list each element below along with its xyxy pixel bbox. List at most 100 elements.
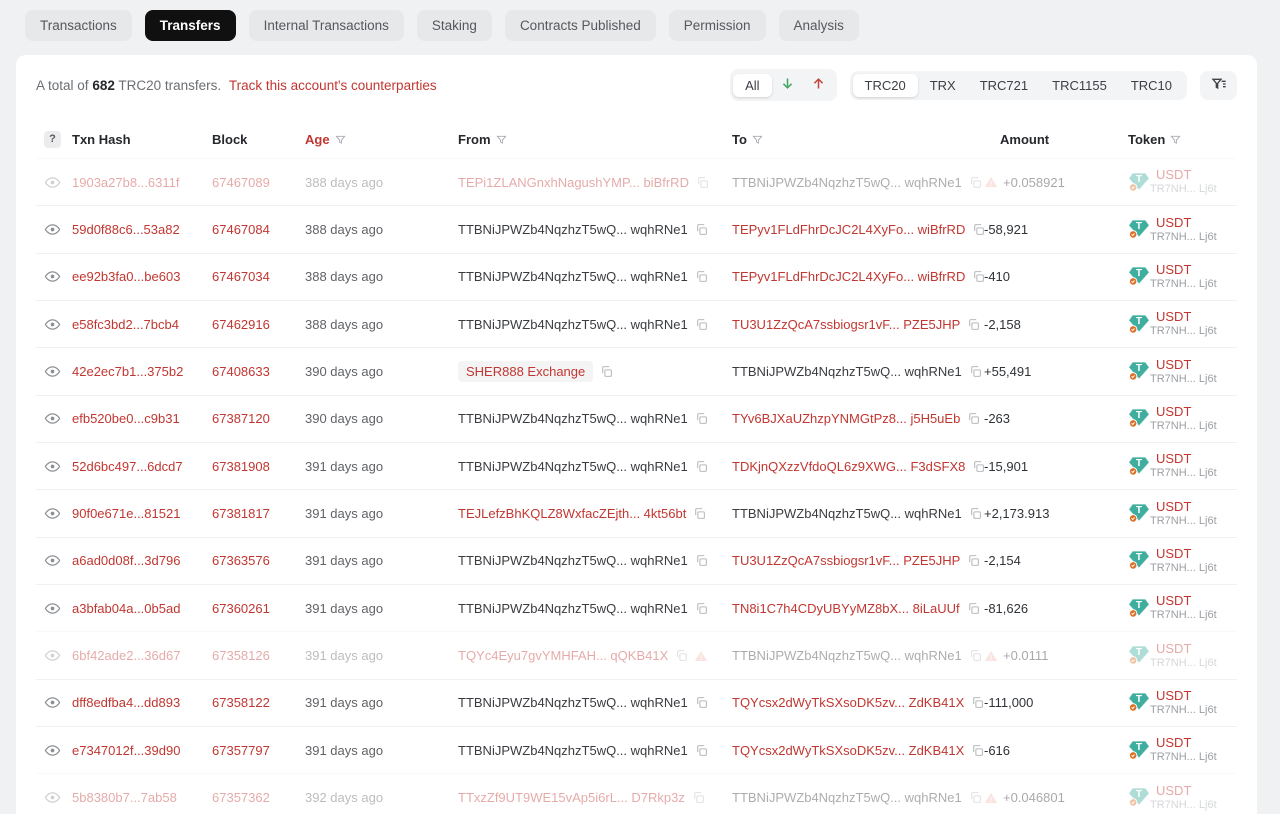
copy-from-icon[interactable] — [695, 554, 708, 567]
token-type-trc1155[interactable]: TRC1155 — [1040, 74, 1119, 97]
direction-all-button[interactable]: All — [733, 73, 772, 97]
block-link[interactable]: 67363576 — [212, 553, 270, 569]
block-link[interactable]: 67358126 — [212, 648, 270, 664]
copy-to-icon[interactable] — [969, 649, 982, 662]
token-symbol-link[interactable]: USDT — [1156, 498, 1192, 514]
block-link[interactable]: 67357362 — [212, 790, 270, 806]
copy-from-icon[interactable] — [695, 696, 708, 709]
copy-from-icon[interactable] — [695, 270, 708, 283]
view-details-eye-icon[interactable] — [44, 789, 61, 806]
token-symbol-link[interactable]: USDT — [1156, 545, 1192, 561]
copy-to-icon[interactable] — [971, 696, 984, 709]
view-details-eye-icon[interactable] — [44, 316, 61, 333]
direction-in-button[interactable] — [772, 72, 803, 98]
from-address-link[interactable]: TTBNiJPWZb4NqzhzT5wQ... wqhRNe1 — [458, 222, 688, 238]
view-details-eye-icon[interactable] — [44, 363, 61, 380]
from-funnel-icon[interactable] — [495, 134, 507, 145]
age-funnel-icon[interactable] — [334, 134, 346, 145]
from-address-link[interactable]: TQYc4Eyu7gvYMHFAH... qQKB41X — [458, 648, 669, 664]
block-link[interactable]: 67462916 — [212, 316, 270, 332]
tab-internal-transactions[interactable]: Internal Transactions — [248, 10, 404, 41]
tab-analysis[interactable]: Analysis — [778, 10, 859, 41]
copy-from-icon[interactable] — [600, 365, 613, 378]
view-details-eye-icon[interactable] — [44, 221, 61, 238]
token-symbol-link[interactable]: USDT — [1156, 403, 1192, 419]
from-address-link[interactable]: TTBNiJPWZb4NqzhzT5wQ... wqhRNe1 — [458, 553, 688, 569]
copy-to-icon[interactable] — [969, 791, 982, 804]
block-link[interactable]: 67381908 — [212, 458, 270, 474]
block-link[interactable]: 67408633 — [212, 364, 270, 380]
copy-from-icon[interactable] — [695, 602, 708, 615]
from-address-link[interactable]: TEPi1ZLANGnxhNagushYMP... biBfrRD — [458, 174, 689, 190]
copy-from-icon[interactable] — [675, 649, 688, 662]
copy-from-icon[interactable] — [695, 460, 708, 473]
token-symbol-link[interactable]: USDT — [1156, 309, 1192, 325]
copy-to-icon[interactable] — [972, 223, 985, 236]
copy-to-icon[interactable] — [972, 270, 985, 283]
from-address-link[interactable]: TTBNiJPWZb4NqzhzT5wQ... wqhRNe1 — [458, 411, 688, 427]
txn-hash-link[interactable]: 1903a27b8...6311f — [72, 174, 180, 190]
copy-to-icon[interactable] — [969, 507, 982, 520]
view-details-eye-icon[interactable] — [44, 552, 61, 569]
to-address-link[interactable]: TYv6BJXaUZhzpYNMGtPz8... j5H5uEb — [732, 411, 961, 427]
txn-hash-link[interactable]: 6bf42ade2...36d67 — [72, 648, 181, 664]
txn-hash-link[interactable]: e58fc3bd2...7bcb4 — [72, 316, 179, 332]
to-address-link[interactable]: TTBNiJPWZb4NqzhzT5wQ... wqhRNe1 — [732, 174, 962, 190]
txn-hash-link[interactable]: a6ad0d08f...3d796 — [72, 553, 181, 569]
to-address-link[interactable]: TTBNiJPWZb4NqzhzT5wQ... wqhRNe1 — [732, 364, 962, 380]
from-address-link[interactable]: TTBNiJPWZb4NqzhzT5wQ... wqhRNe1 — [458, 269, 688, 285]
from-address-link[interactable]: TTBNiJPWZb4NqzhzT5wQ... wqhRNe1 — [458, 458, 688, 474]
token-symbol-link[interactable]: USDT — [1156, 593, 1192, 609]
copy-to-icon[interactable] — [967, 318, 980, 331]
to-address-link[interactable]: TTBNiJPWZb4NqzhzT5wQ... wqhRNe1 — [732, 506, 962, 522]
view-details-eye-icon[interactable] — [44, 410, 61, 427]
help-question-icon[interactable]: ? — [44, 130, 61, 148]
to-address-link[interactable]: TEPyv1FLdFhrDcJC2L4XyFo... wiBfrRD — [732, 269, 966, 285]
txn-hash-link[interactable]: e7347012f...39d90 — [72, 742, 181, 758]
to-address-link[interactable]: TQYcsx2dWyTkSXsoDK5zv... ZdKB41X — [732, 742, 965, 758]
from-address-link[interactable]: TEJLefzBhKQLZ8WxfacZEjth... 4kt56bt — [458, 506, 687, 522]
token-symbol-link[interactable]: USDT — [1156, 214, 1192, 230]
token-symbol-link[interactable]: USDT — [1156, 782, 1192, 798]
tab-transfers[interactable]: Transfers — [144, 10, 236, 41]
txn-hash-link[interactable]: a3bfab04a...0b5ad — [72, 600, 181, 616]
txn-hash-link[interactable]: 90f0e671e...81521 — [72, 506, 181, 522]
view-details-eye-icon[interactable] — [44, 742, 61, 759]
token-symbol-link[interactable]: USDT — [1156, 451, 1192, 467]
to-address-link[interactable]: TU3U1ZzQcA7ssbiogsr1vF... PZE5JHP — [732, 553, 961, 569]
from-address-link[interactable]: TTBNiJPWZb4NqzhzT5wQ... wqhRNe1 — [458, 695, 688, 711]
txn-hash-link[interactable]: efb520be0...c9b31 — [72, 411, 180, 427]
copy-from-icon[interactable] — [695, 744, 708, 757]
advanced-filter-button[interactable] — [1200, 70, 1237, 100]
copy-from-icon[interactable] — [695, 223, 708, 236]
token-type-trx[interactable]: TRX — [918, 74, 968, 97]
tab-staking[interactable]: Staking — [416, 10, 492, 41]
view-details-eye-icon[interactable] — [44, 174, 61, 191]
copy-to-icon[interactable] — [967, 412, 980, 425]
from-address-link[interactable]: SHER888 Exchange — [458, 361, 594, 383]
to-address-link[interactable]: TTBNiJPWZb4NqzhzT5wQ... wqhRNe1 — [732, 648, 962, 664]
token-type-trc721[interactable]: TRC721 — [968, 74, 1040, 97]
from-address-link[interactable]: TTBNiJPWZb4NqzhzT5wQ... wqhRNe1 — [458, 742, 688, 758]
token-symbol-link[interactable]: USDT — [1156, 167, 1192, 183]
to-address-link[interactable]: TN8i1C7h4CDyUBYyMZ8bX... 8iLaUUf — [732, 600, 960, 616]
copy-from-icon[interactable] — [695, 412, 708, 425]
token-symbol-link[interactable]: USDT — [1156, 640, 1192, 656]
copy-to-icon[interactable] — [967, 602, 980, 615]
view-details-eye-icon[interactable] — [44, 694, 61, 711]
token-type-trc20[interactable]: TRC20 — [852, 73, 918, 97]
from-address-link[interactable]: TTBNiJPWZb4NqzhzT5wQ... wqhRNe1 — [458, 600, 688, 616]
to-address-link[interactable]: TTBNiJPWZb4NqzhzT5wQ... wqhRNe1 — [732, 790, 962, 806]
copy-to-icon[interactable] — [969, 365, 982, 378]
to-funnel-icon[interactable] — [752, 134, 763, 145]
block-link[interactable]: 67381817 — [212, 506, 270, 522]
copy-to-icon[interactable] — [967, 554, 980, 567]
txn-hash-link[interactable]: dff8edfba4...dd893 — [72, 695, 181, 711]
to-address-link[interactable]: TU3U1ZzQcA7ssbiogsr1vF... PZE5JHP — [732, 316, 961, 332]
token-funnel-icon[interactable] — [1170, 134, 1181, 145]
from-address-link[interactable]: TTxzZf9UT9WE15vAp5i6rL... D7Rkp3z — [458, 790, 685, 806]
copy-to-icon[interactable] — [969, 176, 982, 189]
copy-from-icon[interactable] — [692, 791, 705, 804]
txn-hash-link[interactable]: 42e2ec7b1...375b2 — [72, 364, 184, 380]
view-details-eye-icon[interactable] — [44, 600, 61, 617]
